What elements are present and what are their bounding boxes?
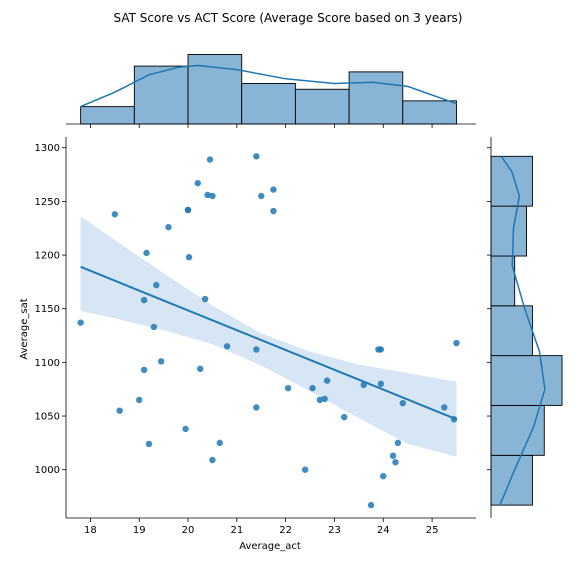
scatter-point	[153, 281, 160, 289]
histogram-bar	[80, 106, 135, 125]
chart-title: SAT Score vs ACT Score (Average Score ba…	[114, 11, 463, 25]
y-tick-label: 1000	[35, 465, 60, 476]
scatter-point	[204, 191, 211, 199]
y-tick-label: 1200	[35, 251, 60, 262]
scatter-point	[321, 395, 328, 403]
histogram-bar	[402, 100, 457, 125]
x-axis-label: Average_act	[239, 541, 301, 552]
scatter-point	[341, 413, 348, 421]
scatter-point	[116, 407, 123, 414]
histogram-bar	[294, 88, 350, 125]
scatter-point	[399, 399, 406, 407]
scatter-point	[197, 365, 204, 373]
histogram-bar	[490, 205, 527, 257]
scatter-point	[453, 339, 460, 347]
regression-line-layer	[80, 265, 457, 421]
kde-curve	[80, 64, 457, 108]
x-tick-label: 24	[377, 525, 390, 536]
scatter-point	[209, 456, 216, 464]
scatter-point	[323, 377, 331, 384]
scatter-point	[111, 211, 119, 218]
x-tick-label: 23	[328, 525, 341, 536]
scatter-point	[206, 156, 214, 163]
scatter-point	[392, 458, 399, 466]
x-tick-label: 25	[426, 525, 439, 536]
marginal-y-histogram	[487, 137, 563, 518]
scatter-point	[201, 295, 209, 303]
y-tick-label: 1100	[35, 358, 60, 369]
histogram-bar	[348, 71, 404, 125]
scatter-point	[316, 396, 324, 404]
histogram-bar	[133, 65, 189, 125]
histogram-bar	[241, 83, 296, 125]
scatter-point	[223, 343, 231, 350]
marginal-x-histogram	[66, 54, 476, 128]
regression-line	[80, 265, 457, 421]
scatter-point	[253, 404, 260, 411]
histogram-bar	[490, 404, 545, 456]
scatter-point	[284, 384, 292, 392]
scatter-point	[380, 472, 387, 480]
joint-scatter-panel: 18 19 20 21 22 23 24 25 1000 1050 1100 1150 1200 1250…	[35, 137, 476, 536]
scatter-point	[389, 452, 397, 459]
scatter-point	[194, 179, 201, 187]
y-tick-label: 1150	[35, 304, 60, 315]
scatter-point	[441, 404, 448, 411]
scatter-point	[184, 206, 192, 214]
scatter-point	[157, 358, 165, 365]
scatter-point	[209, 192, 216, 200]
scatter-point	[309, 384, 316, 392]
confidence-band	[80, 216, 457, 457]
confidence-band-layer	[80, 216, 457, 457]
y-tick-label: 1050	[35, 412, 60, 423]
axes-layer: 18 19 20 21 22 23 24 25 1000 1050 1100 1150 1200 1250…	[35, 137, 476, 536]
scatter-point	[140, 296, 148, 304]
scatter-point	[185, 254, 193, 261]
scatter-point	[165, 223, 172, 231]
y-tick-label: 1250	[35, 197, 60, 208]
scatter-point	[150, 323, 158, 331]
scatter-point	[145, 440, 153, 448]
scatter-point	[182, 425, 189, 433]
x-tick-label: 18	[84, 525, 97, 536]
scatter-point	[394, 439, 402, 447]
x-tick-label: 20	[182, 525, 195, 536]
scatter-point	[216, 439, 223, 447]
scatter-point	[258, 192, 265, 200]
x-tick-label: 19	[133, 525, 146, 536]
histogram-bar	[490, 255, 516, 307]
scatter-point	[377, 346, 385, 353]
scatter-point	[377, 380, 385, 388]
x-tick-label: 21	[230, 525, 243, 536]
histogram-bar	[490, 355, 563, 406]
y-tick-label: 1300	[35, 143, 60, 154]
x-tick-label: 22	[279, 525, 292, 536]
histogram-bar	[490, 155, 533, 207]
scatter-point	[143, 249, 150, 257]
histogram-bar	[490, 454, 533, 506]
scatter-point	[136, 396, 143, 404]
scatter-point	[367, 501, 375, 509]
scatter-point	[301, 466, 309, 473]
scatter-point	[253, 153, 260, 160]
scatter-point	[140, 366, 148, 374]
scatter-point	[270, 186, 277, 193]
kde-curve	[499, 155, 546, 506]
scatter-point	[253, 346, 260, 353]
scatter-point	[270, 207, 277, 215]
scatter-point	[77, 319, 84, 326]
y-axis-label: Average_sat	[19, 298, 30, 359]
